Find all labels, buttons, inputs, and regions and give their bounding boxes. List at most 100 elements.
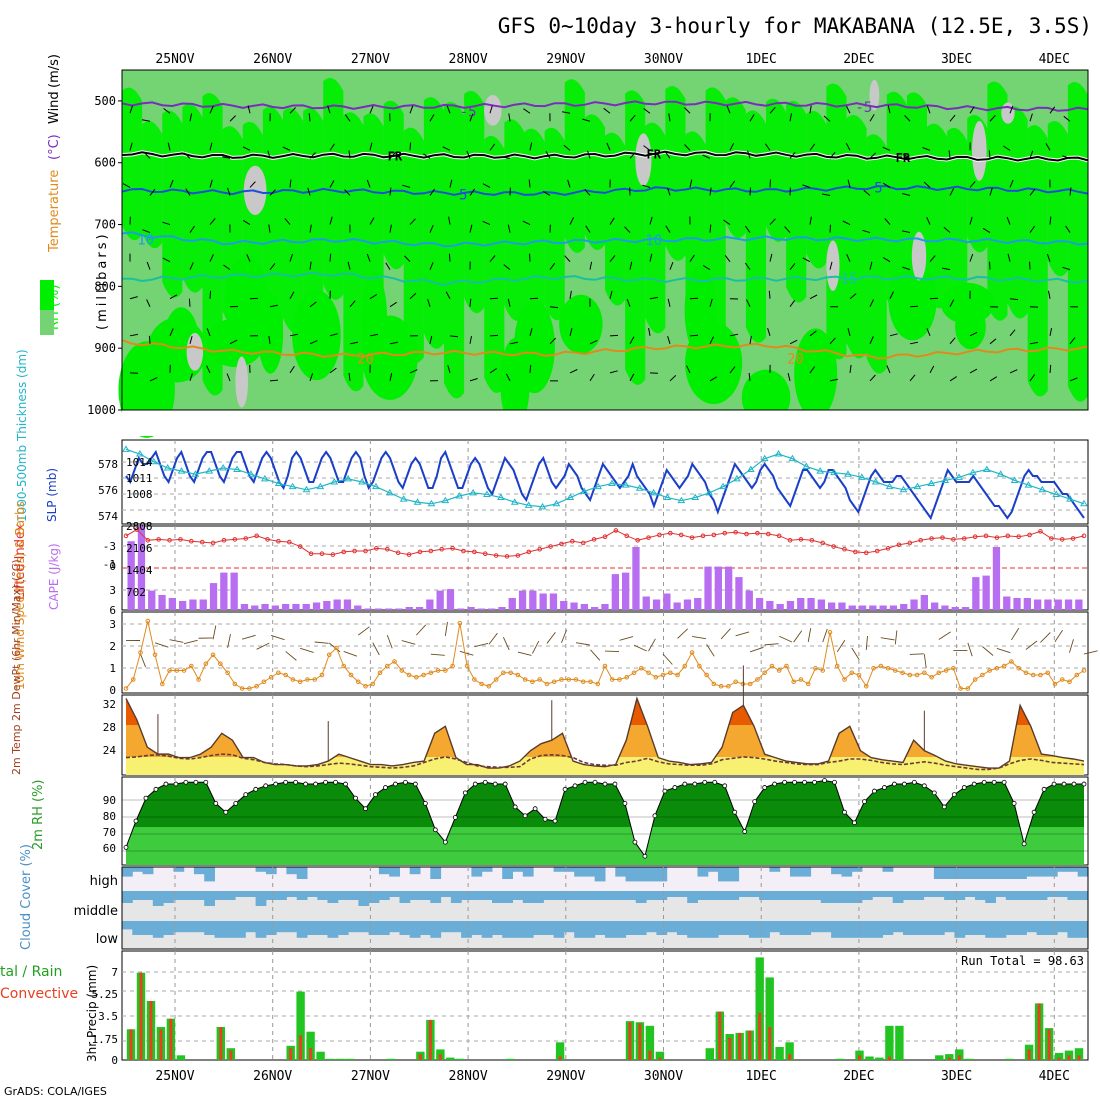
- wind10m-point: [791, 679, 796, 685]
- wind10m-barb: [735, 631, 750, 637]
- isotherm-label: -5: [460, 104, 477, 120]
- li-point: [1059, 537, 1065, 542]
- wind-barb: [545, 151, 551, 159]
- rh2m-point: [961, 785, 967, 790]
- wind10m-point: [609, 677, 615, 682]
- precip-total-bar: [316, 1051, 325, 1060]
- wind-barb: [389, 152, 396, 159]
- cloud-high-bar: [697, 867, 709, 877]
- cloud-high-bar: [481, 867, 493, 872]
- cape-bar: [992, 547, 1001, 610]
- wind10m-point: [1045, 670, 1051, 676]
- wind-barb: [503, 264, 511, 271]
- thickness-point: [691, 493, 700, 501]
- cloud-high-bar: [851, 867, 863, 872]
- rh-humid-patch: [283, 108, 304, 334]
- wind-barb: [369, 142, 373, 151]
- rh-humid-patch: [122, 87, 143, 241]
- thickness-point: [871, 478, 880, 485]
- wind10m-point: [181, 668, 187, 673]
- wind-barb: [729, 180, 736, 188]
- wind-barb: [146, 299, 151, 307]
- cloud-layer-label: low: [96, 932, 119, 947]
- wind10m-point: [326, 652, 332, 658]
- cloud-middle-bar: [265, 891, 277, 900]
- cloud-low-bar: [944, 921, 955, 933]
- wind-barb: [744, 262, 751, 270]
- cloud-high-bar: [800, 867, 812, 877]
- wind-barb: [1049, 327, 1053, 336]
- thickness-point: [580, 487, 589, 494]
- li-point: [406, 552, 412, 557]
- wind10m-point: [247, 686, 252, 691]
- wind-barb: [809, 143, 816, 151]
- wind10m-point: [443, 668, 448, 673]
- cloud-high-bar: [409, 867, 421, 875]
- cloud-middle-bar: [851, 891, 863, 903]
- li-point: [700, 533, 706, 539]
- rh2m-point: [941, 804, 947, 810]
- slp-tick-label: 1008: [126, 488, 153, 501]
- wind-barb: [569, 217, 575, 225]
- wind-barb: [789, 113, 792, 122]
- wind10m-barb: [502, 637, 510, 651]
- rh2m-point: [123, 845, 129, 850]
- wind-barb: [246, 254, 251, 262]
- wind-barb: [529, 364, 532, 373]
- rh2m-point: [323, 779, 328, 785]
- cloud-middle-bar: [676, 891, 688, 897]
- wind-barb: [829, 261, 833, 270]
- rh-dry-patch: [186, 332, 204, 371]
- cape-bar: [1023, 598, 1031, 610]
- wind-barb: [404, 255, 411, 262]
- li-point: [526, 549, 532, 555]
- rh-legend-swatch: [40, 310, 54, 335]
- wind10m-point: [515, 672, 521, 678]
- cloud-high-bar: [265, 867, 277, 875]
- rh2m-point: [532, 806, 538, 812]
- cloud-high-bar: [635, 867, 647, 882]
- cape-bar: [889, 605, 898, 610]
- rh2m-point: [1081, 781, 1087, 787]
- rh-humid-patch: [955, 304, 986, 350]
- isotherm-15: [122, 271, 1089, 287]
- wind-barb: [949, 337, 956, 345]
- li-point: [221, 537, 227, 543]
- wind-barb: [389, 224, 392, 233]
- wind-barb: [209, 142, 213, 151]
- wind-barb: [309, 301, 317, 308]
- wind-barb: [764, 143, 771, 151]
- li-point: [820, 540, 826, 546]
- wind10m-barb: [1069, 639, 1074, 653]
- rh-dry-patch: [869, 79, 880, 111]
- wind10m-tick-label: 0: [109, 684, 116, 697]
- wind10m-barb: [546, 632, 556, 644]
- wind-barb: [823, 115, 831, 122]
- cloud-middle-bar: [872, 891, 883, 897]
- wind10m-barb: [444, 621, 448, 636]
- wind-barb: [869, 299, 874, 307]
- wind-barb: [1069, 377, 1078, 382]
- wind10m-point: [776, 668, 782, 673]
- wind-barb: [629, 373, 635, 382]
- wind10m-point: [682, 663, 688, 669]
- wind-barb: [466, 150, 471, 159]
- cloud-middle-bar: [286, 891, 298, 897]
- wind-barb: [169, 328, 174, 337]
- li-point: [646, 535, 651, 540]
- cape-ylabel-text: CAPE (J/kg): [47, 543, 61, 610]
- wind10m-point: [435, 668, 441, 673]
- rh-humid-patch: [484, 135, 505, 393]
- precip-tick-label: 7: [111, 966, 118, 979]
- cloud-high-bar: [142, 867, 154, 875]
- wind-barb: [1065, 225, 1071, 233]
- wind-barb: [549, 262, 556, 270]
- cloud-high-bar: [502, 867, 513, 879]
- cloud-high-bar: [790, 867, 801, 877]
- wind-barb: [1029, 150, 1034, 159]
- wind-barb: [446, 105, 451, 114]
- wind-barb: [442, 146, 451, 151]
- wind10m-barb: [851, 647, 860, 660]
- cloud-high-bar: [656, 867, 668, 882]
- cloud-low-bar: [307, 921, 318, 935]
